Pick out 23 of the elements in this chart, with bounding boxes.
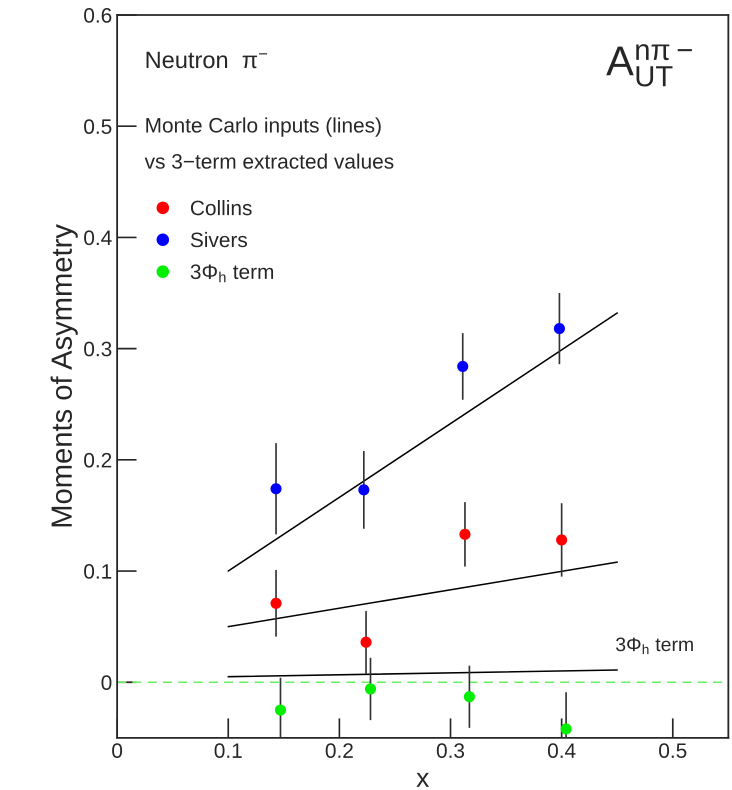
annotation: Monte Carlo inputs (lines): [146, 117, 381, 137]
y-tick-label: 0.2: [84, 452, 112, 468]
x-tick-label: 0.5: [659, 743, 686, 758]
x-tick-label: 0: [112, 743, 122, 758]
x-axis-title: x: [416, 772, 430, 787]
y-axis-title: Moments of Asymmetry: [50, 224, 78, 526]
y-tick-label: 0.3: [84, 342, 112, 356]
x-tick-label: 0.4: [548, 743, 576, 758]
annotation: 3Φ$_{h}$ term: [616, 637, 693, 654]
annotation: Neutron π$^{−}$: [146, 52, 268, 68]
legend-label: Sivers: [190, 232, 248, 248]
y-tick-label: 0.1: [84, 564, 112, 579]
x-tick-label: 0.3: [436, 743, 464, 758]
annotation: vs 3−term extracted values: [144, 153, 394, 169]
y-tick-label: 0.6: [84, 8, 112, 23]
annotation: A$^{nπ−}$$_{UT}$: [606, 44, 692, 87]
y-tick-label: 0.5: [84, 119, 112, 134]
x-tick-label: 0.2: [326, 743, 353, 758]
legend-label: 3Φ$_{h}$ term: [190, 264, 274, 282]
y-tick-label: 0: [101, 675, 112, 690]
legend-label: Collins: [190, 200, 252, 216]
x-tick-label: 0.1: [214, 743, 242, 758]
y-tick-label: 0.4: [84, 230, 112, 246]
